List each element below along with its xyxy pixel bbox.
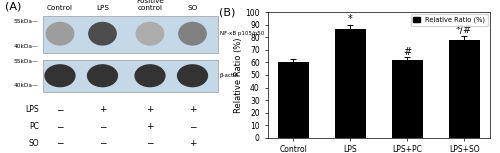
Text: LPS: LPS: [25, 105, 39, 114]
Text: +: +: [146, 122, 154, 131]
Text: −: −: [189, 122, 196, 131]
Text: Positive
control: Positive control: [136, 0, 164, 11]
Y-axis label: Relative Ratio (%): Relative Ratio (%): [234, 37, 242, 113]
Text: −: −: [146, 139, 154, 147]
Text: 55kDa—: 55kDa—: [14, 19, 39, 24]
Bar: [334, 29, 366, 138]
Text: SO: SO: [188, 6, 198, 11]
Bar: [42, 16, 218, 53]
Bar: [448, 40, 480, 138]
Text: (B): (B): [218, 7, 235, 17]
Text: (A): (A): [5, 2, 21, 11]
Bar: [42, 60, 218, 92]
Text: +: +: [99, 105, 106, 114]
Bar: [278, 62, 309, 138]
Text: SO: SO: [28, 139, 39, 147]
Ellipse shape: [46, 22, 74, 46]
Text: *: *: [348, 13, 352, 24]
Ellipse shape: [136, 22, 164, 46]
Ellipse shape: [44, 64, 76, 87]
Text: 40kDa—: 40kDa—: [14, 44, 39, 49]
Text: −: −: [56, 122, 64, 131]
Text: PC: PC: [29, 122, 39, 131]
Text: */#: */#: [456, 25, 472, 35]
Text: +: +: [189, 139, 196, 147]
Text: +: +: [146, 105, 154, 114]
Text: Control: Control: [47, 6, 73, 11]
Text: NF-κB p105/p50: NF-κB p105/p50: [220, 31, 264, 36]
Text: −: −: [56, 139, 64, 147]
Ellipse shape: [178, 22, 207, 46]
Text: −: −: [56, 105, 64, 114]
Text: #: #: [403, 47, 411, 57]
Text: −: −: [99, 139, 106, 147]
Legend: Relative Ratio (%): Relative Ratio (%): [410, 14, 488, 26]
Ellipse shape: [134, 64, 166, 87]
Bar: [392, 60, 423, 138]
Text: β-actin: β-actin: [220, 73, 239, 78]
Ellipse shape: [88, 22, 117, 46]
Ellipse shape: [87, 64, 118, 87]
Text: +: +: [189, 105, 196, 114]
Text: LPS: LPS: [96, 6, 109, 11]
Text: −: −: [99, 122, 106, 131]
Text: 55kDa—: 55kDa—: [14, 59, 39, 64]
Ellipse shape: [177, 64, 208, 87]
Text: 40kDa—: 40kDa—: [14, 83, 39, 88]
